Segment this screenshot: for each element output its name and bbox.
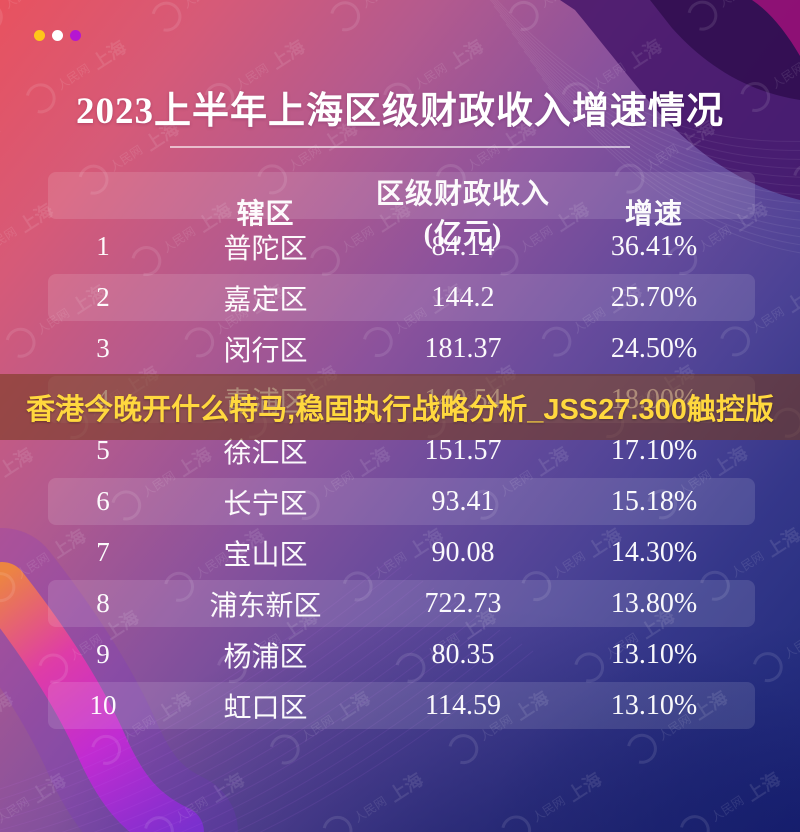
cell-district: 浦东新区 (209, 590, 322, 622)
cell-district: 徐汇区 (223, 437, 308, 469)
table-row: 7 宝山区 90.08 14.30% (48, 529, 755, 576)
cell-district: 普陀区 (223, 233, 308, 265)
window-dot-white (52, 30, 63, 41)
table-row: 8 浦东新区 722.73 13.80% (48, 580, 755, 627)
header-district: 辖区 (236, 199, 295, 230)
cell-growth: 36.41% (610, 230, 698, 262)
cell-district: 长宁区 (223, 488, 308, 520)
cell-district: 杨浦区 (223, 641, 308, 673)
table-header-row: 辖区 区级财政收入(亿元) 增速 (48, 172, 755, 250)
cell-rank: 3 (96, 333, 110, 363)
cell-revenue: 90.08 (431, 536, 495, 568)
cell-growth: 13.80% (610, 587, 698, 619)
ribbon-shape (0, 562, 204, 832)
table-row: 1 普陀区 84.14 36.41% (48, 223, 755, 270)
cell-rank: 6 (96, 486, 110, 516)
cell-district: 宝山区 (223, 539, 308, 571)
cell-revenue: 114.59 (425, 689, 501, 721)
corner-magenta-sliver (752, 0, 800, 56)
spam-overlay-banner: 香港今晚开什么特马,稳固执行战略分析_JSS27.300触控版 (0, 374, 800, 440)
cell-rank: 5 (96, 435, 110, 465)
header-revenue: 区级财政收入(亿元) (375, 179, 550, 250)
cell-revenue: 722.73 (424, 587, 502, 619)
cell-rank: 9 (96, 639, 110, 669)
cell-growth: 13.10% (610, 638, 698, 670)
revenue-table: 辖区 区级财政收入(亿元) 增速 1 普陀区 84.14 36.41% 2 嘉定… (48, 172, 755, 733)
cell-revenue: 181.37 (424, 332, 502, 364)
cell-revenue: 80.35 (431, 638, 495, 670)
cell-district: 嘉定区 (223, 284, 308, 316)
cell-growth: 25.70% (610, 281, 698, 313)
title-divider (170, 146, 630, 148)
table-row: 9 杨浦区 80.35 13.10% (48, 631, 755, 678)
cell-district: 虹口区 (223, 692, 308, 724)
cell-growth: 24.50% (610, 332, 698, 364)
cell-rank: 1 (96, 231, 110, 261)
cell-growth: 15.18% (610, 485, 698, 517)
cell-revenue: 84.14 (431, 230, 495, 262)
window-dots (34, 30, 81, 41)
table-row: 2 嘉定区 144.2 25.70% (48, 274, 755, 321)
cell-rank: 8 (96, 588, 110, 618)
spam-overlay-text[interactable]: 香港今晚开什么特马,稳固执行战略分析_JSS27.300触控版 (26, 394, 774, 426)
cell-rank: 2 (96, 282, 110, 312)
cell-growth: 14.30% (610, 536, 698, 568)
cell-rank: 7 (96, 537, 110, 567)
cell-revenue: 144.2 (431, 281, 495, 313)
table-row: 10 虹口区 114.59 13.10% (48, 682, 755, 729)
table-row: 3 闵行区 181.37 24.50% (48, 325, 755, 372)
window-dot-yellow (34, 30, 45, 41)
cell-district: 闵行区 (223, 335, 308, 367)
header-growth: 增速 (624, 199, 683, 230)
cell-growth: 13.10% (610, 689, 698, 721)
cell-rank: 10 (89, 690, 117, 720)
page-title: 2023上半年上海区级财政收入增速情况 (76, 91, 724, 132)
table-row: 6 长宁区 93.41 15.18% (48, 478, 755, 525)
cell-revenue: 93.41 (431, 485, 495, 517)
window-dot-magenta (70, 30, 81, 41)
